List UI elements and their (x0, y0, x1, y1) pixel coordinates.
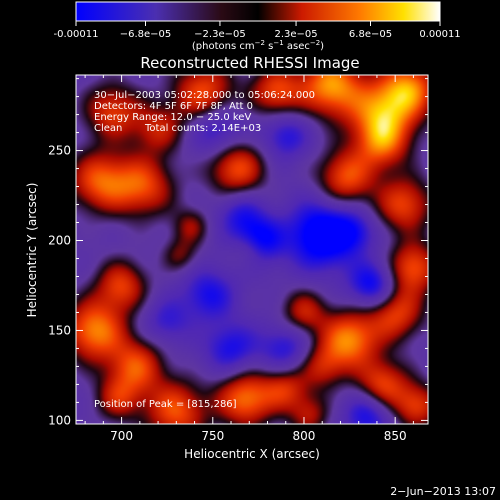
x-tick-label: 700 (110, 429, 133, 443)
overlay-clean: Clean (94, 123, 122, 134)
colorbar (75, 1, 441, 22)
plot-frame (75, 74, 429, 425)
footer-date: 2−Jun−2013 13:07 (390, 485, 496, 498)
x-axis: 700 750 800 850 (84, 75, 414, 443)
colorbar-tick-label: −6.8e−05 (120, 29, 172, 40)
colorbar-tick-label: -0.00011 (54, 29, 99, 40)
heatmap-image (76, 75, 428, 424)
colorbar-tick-label: 2.3e−05 (274, 29, 317, 40)
y-axis-label: Heliocentric Y (arcsec) (25, 183, 39, 318)
colorbar-tick-label: 0.00011 (419, 29, 460, 40)
colorbar-tick-label: 6.8e−05 (349, 29, 392, 40)
overlay-detectors: Detectors: 4F 5F 6F 7F 8F, Att 0 (94, 101, 253, 112)
colorbar-tick-label: −2.3e−05 (194, 29, 246, 40)
overlay-peak: Position of Peak = [815,286] (94, 399, 237, 410)
chart-title: Reconstructed RHESSI Image (140, 54, 359, 72)
overlay-energy: Energy Range: 12.0 − 25.0 keV (94, 112, 251, 123)
y-axis: 100 150 200 250 (48, 78, 428, 427)
y-tick-label: 250 (48, 144, 71, 158)
overlay-time: 30−Jul−2003 05:02:28.000 to 05:06:24.000 (94, 90, 315, 101)
y-tick-label: 200 (48, 234, 71, 248)
x-axis-label: Heliocentric X (arcsec) (184, 447, 320, 461)
y-tick-label: 100 (48, 413, 71, 427)
overlay-counts: Total counts: 2.14E+03 (144, 123, 261, 134)
x-tick-label: 750 (201, 429, 224, 443)
colorbar-ticks: -0.00011 −6.8e−05 −2.3e−05 2.3e−05 6.8e−05 0.… (54, 21, 461, 40)
colorbar-unit: (photons cm−2 s−1 asec−2) (192, 39, 324, 52)
x-tick-label: 850 (384, 429, 407, 443)
y-tick-label: 150 (48, 323, 71, 337)
x-tick-label: 800 (293, 429, 316, 443)
